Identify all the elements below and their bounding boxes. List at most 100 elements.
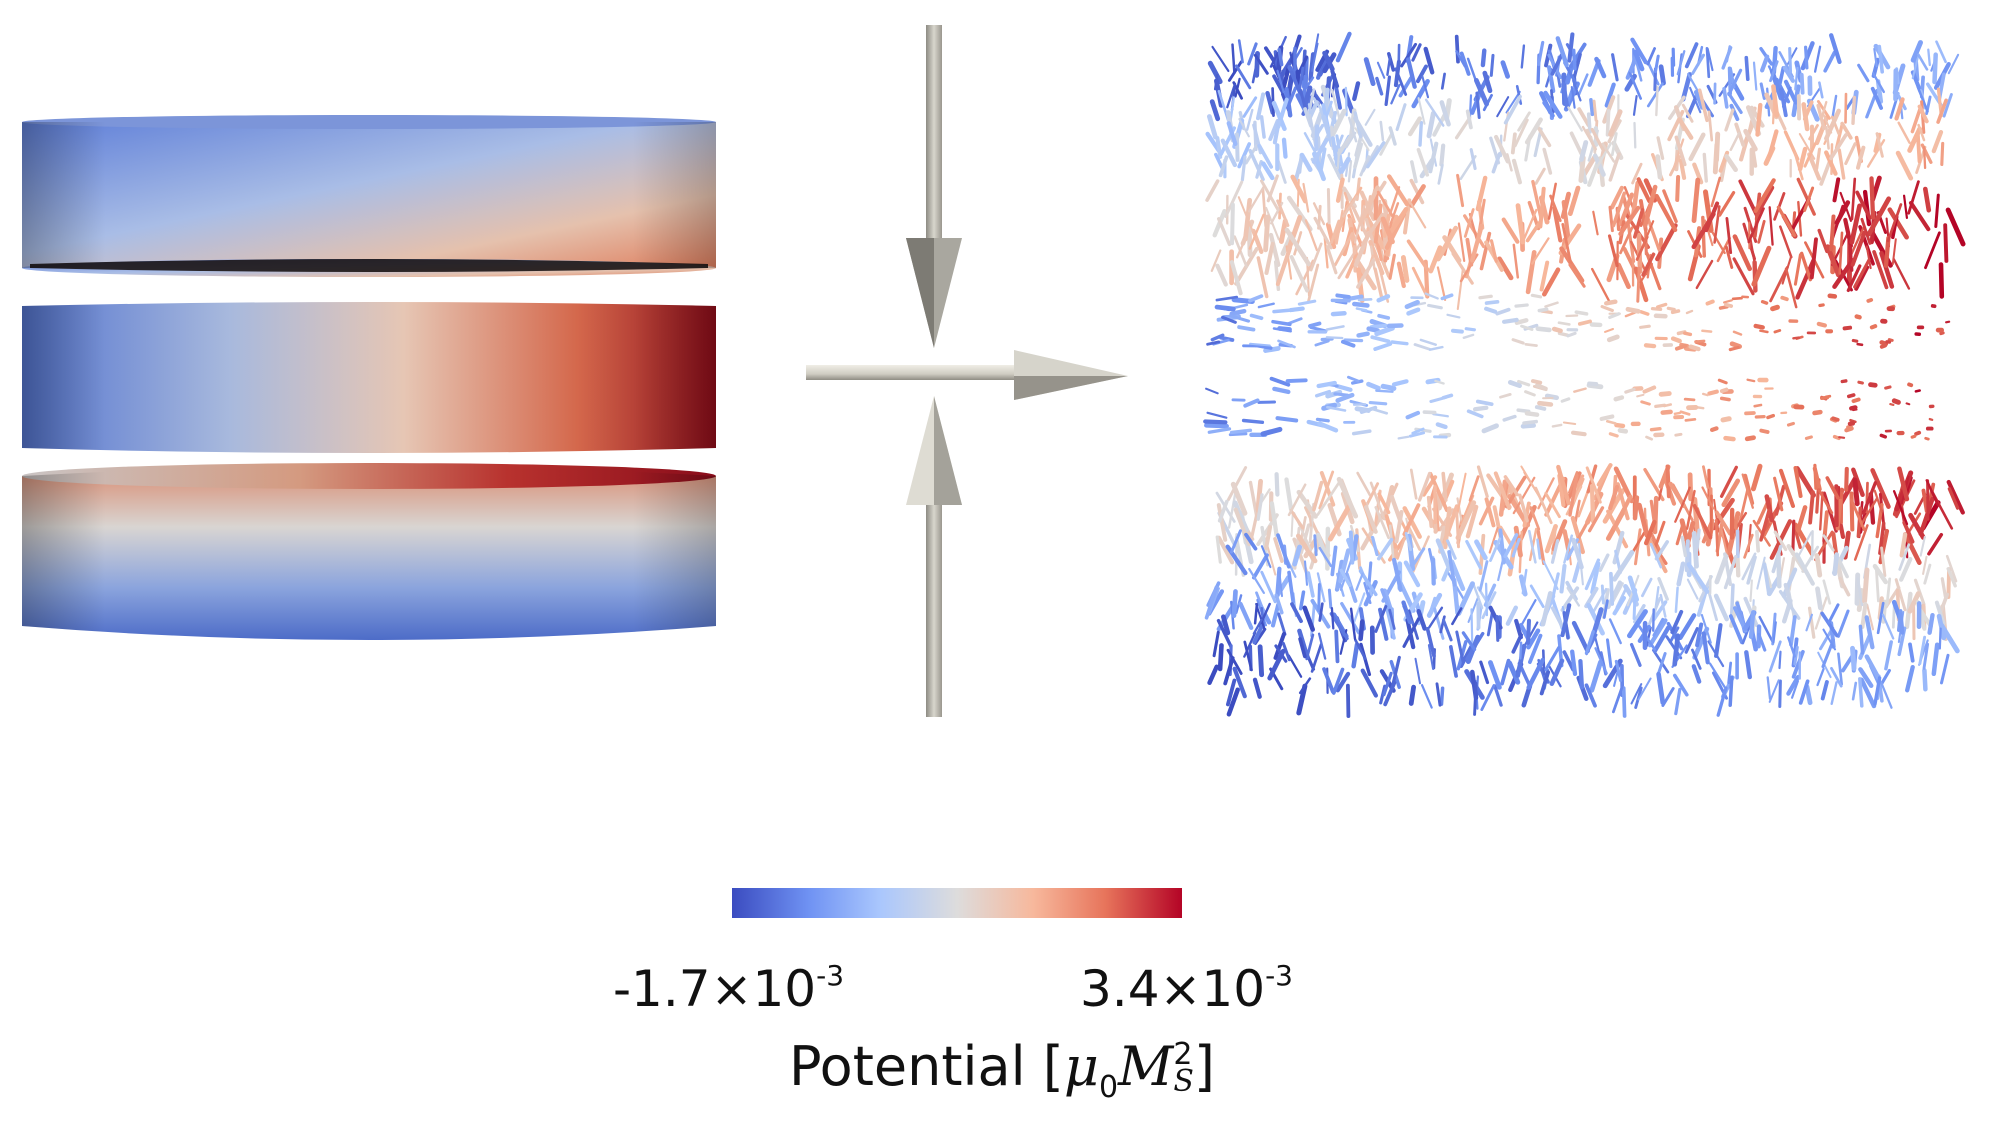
vector-glyph: [1924, 231, 1941, 270]
vector-glyph: [1672, 633, 1681, 667]
vector-glyph: [1674, 687, 1682, 716]
vector-glyph: [1613, 395, 1625, 402]
vector-glyph: [1327, 153, 1342, 181]
vector-glyph: [1542, 267, 1561, 297]
vector-glyph: [1915, 131, 1922, 164]
vector-glyph: [1639, 263, 1653, 284]
vector-glyph: [1572, 79, 1582, 102]
vector-glyph: [1792, 336, 1801, 340]
vector-glyph: [1396, 261, 1406, 289]
vector-glyph: [1540, 591, 1553, 627]
vector-glyph: [1242, 96, 1258, 118]
vector-glyph: [1604, 82, 1616, 108]
vector-glyph: [1810, 530, 1814, 561]
vector-glyph: [1814, 114, 1830, 146]
vector-glyph: [1741, 552, 1757, 581]
vector-glyph: [1206, 411, 1228, 419]
vector-glyph: [1354, 638, 1367, 661]
vector-glyph: [1834, 122, 1844, 150]
vector-glyph: [1424, 292, 1439, 300]
vector-glyph: [1791, 649, 1805, 679]
vector-glyph: [1748, 610, 1756, 639]
vector-glyph: [1827, 603, 1840, 624]
vector-glyph: [1750, 147, 1758, 168]
vector-glyph: [1936, 98, 1948, 124]
vector-glyph: [1578, 155, 1586, 183]
vector-glyph: [1403, 560, 1421, 588]
vector-glyph: [1812, 409, 1823, 416]
vector-glyph: [1712, 142, 1720, 175]
vector-glyph: [1612, 685, 1624, 714]
vector-glyph: [1701, 486, 1715, 510]
vector-glyph: [1816, 103, 1826, 131]
vector-glyph: [1907, 126, 1923, 153]
vector-glyph: [1334, 383, 1353, 392]
vector-glyph: [1752, 61, 1758, 91]
vector-glyph: [1804, 435, 1813, 440]
vector-glyph: [1616, 262, 1631, 290]
vector-glyph: [1221, 614, 1231, 636]
vector-glyph: [1674, 586, 1679, 613]
vector-glyph: [1707, 389, 1719, 396]
vector-glyph: [1870, 86, 1883, 110]
vector-glyph: [1851, 95, 1857, 126]
vector-glyph: [1481, 591, 1497, 620]
vector-glyph: [1725, 216, 1733, 255]
vector-glyph: [1928, 417, 1934, 421]
vector-glyph: [1674, 135, 1687, 167]
vector-glyph: [1795, 505, 1808, 533]
vector-glyph: [1514, 318, 1529, 325]
vector-glyph: [1769, 265, 1789, 303]
vector-glyph: [1342, 195, 1359, 218]
vector-glyph: [1907, 382, 1914, 388]
vector-glyph: [1560, 603, 1572, 638]
vector-glyph: [1686, 562, 1710, 594]
vector-glyph: [1411, 427, 1425, 435]
vector-glyph: [1278, 218, 1288, 244]
vector-glyph: [1691, 177, 1701, 224]
vector-glyph: [1850, 645, 1857, 671]
vector-glyph: [1429, 395, 1448, 403]
vector-glyph: [1505, 605, 1519, 626]
vector-glyph: [1861, 481, 1878, 515]
vector-glyph: [1303, 560, 1309, 586]
vector-glyph: [1326, 188, 1331, 225]
vector-glyph: [1656, 671, 1666, 705]
vector-glyph: [1627, 609, 1648, 639]
vector-glyph: [1578, 658, 1585, 690]
vector-glyph: [1374, 506, 1390, 540]
vector-glyph: [1285, 378, 1308, 384]
vector-glyph: [1886, 203, 1903, 243]
vector-glyph: [1455, 500, 1477, 541]
vector-glyph: [1922, 146, 1927, 170]
vector-glyph: [1598, 553, 1610, 572]
vector-glyph: [1318, 470, 1335, 510]
vector-glyph: [1288, 306, 1305, 313]
vector-glyph: [1454, 34, 1460, 64]
vector-glyph: [1927, 613, 1935, 635]
vector-glyph: [1513, 118, 1529, 148]
vector-glyph: [1353, 142, 1364, 169]
vector-glyph: [1248, 512, 1259, 546]
vector-glyph: [1472, 582, 1484, 610]
vector-glyph: [1315, 417, 1330, 423]
vector-glyph: [1244, 532, 1258, 551]
vector-glyph: [1572, 560, 1582, 583]
vector-glyph: [1881, 613, 1895, 640]
vector-glyph: [1641, 220, 1655, 247]
vector-glyph: [1375, 389, 1394, 393]
vector-glyph: [1946, 479, 1965, 515]
vector-glyph: [1455, 511, 1460, 549]
vector-glyph: [1481, 423, 1499, 434]
vector-glyph: [1245, 108, 1254, 131]
vector-glyph: [1670, 336, 1682, 344]
vector-glyph: [1376, 537, 1394, 561]
vector-glyph: [1590, 128, 1605, 152]
vector-glyph: [1753, 178, 1776, 213]
vector-glyph: [1945, 207, 1966, 247]
vector-glyph: [1581, 154, 1597, 178]
vector-glyph: [1820, 680, 1829, 701]
vector-glyph: [1423, 46, 1435, 75]
vector-glyph: [1514, 618, 1523, 640]
vector-glyph: [1856, 506, 1863, 538]
